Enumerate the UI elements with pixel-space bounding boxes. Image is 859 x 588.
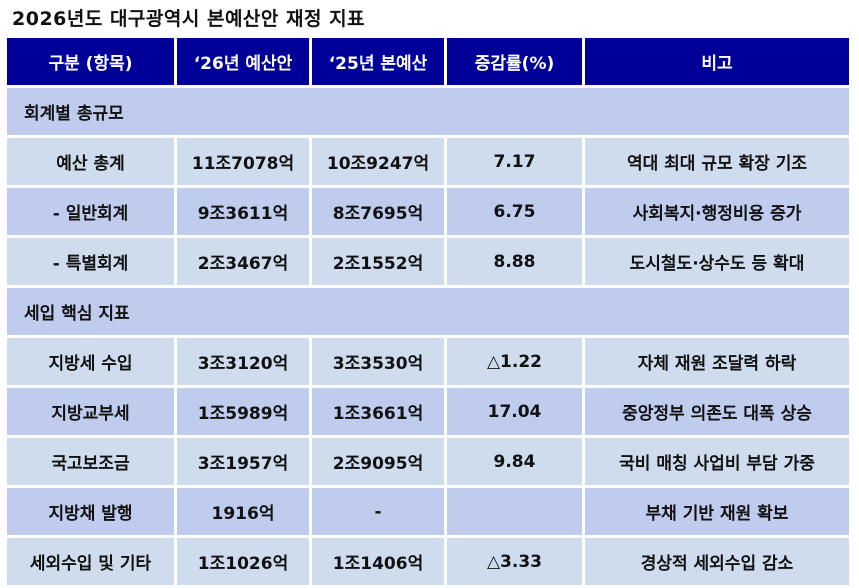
cell-note: 경상적 세외수입 감소 [585, 538, 849, 585]
cell-note: 사회복지·행정비용 증가 [585, 188, 849, 235]
table-row: 예산 총계 11조7078억 10조9247억 7.17 역대 최대 규모 확장 기조 [7, 138, 849, 185]
table-row: 지방세 수입 3조3120억 3조3530억 △1.22 자체 재원 조달력 하락 [7, 338, 849, 385]
cell-2026-budget: 1916억 [177, 488, 309, 535]
cell-note: 자체 재원 조달력 하락 [585, 338, 849, 385]
cell-2025-budget: 1조1406억 [312, 538, 444, 585]
finance-table: 구분 (항목) ‘26년 예산안 ‘25년 본예산 증감률(%) 비고 회계별 … [4, 35, 852, 588]
cell-category: 지방채 발행 [7, 488, 174, 535]
cell-change-rate: 8.88 [447, 238, 582, 285]
header-change-rate: 증감률(%) [447, 38, 582, 85]
cell-2025-budget: 3조3530억 [312, 338, 444, 385]
header-category: 구분 (항목) [7, 38, 174, 85]
cell-note: 중앙정부 의존도 대폭 상승 [585, 388, 849, 435]
cell-change-rate: △1.22 [447, 338, 582, 385]
cell-category: - 특별회계 [7, 238, 174, 285]
cell-2026-budget: 11조7078억 [177, 138, 309, 185]
section-row: 세입 핵심 지표 [7, 288, 849, 335]
header-2026-budget: ‘26년 예산안 [177, 38, 309, 85]
table-row: 지방교부세 1조5989억 1조3661억 17.04 중앙정부 의존도 대폭 상승 [7, 388, 849, 435]
cell-note: 국비 매칭 사업비 부담 가중 [585, 438, 849, 485]
cell-category: 예산 총계 [7, 138, 174, 185]
cell-change-rate [447, 488, 582, 535]
cell-2025-budget: 2조9095억 [312, 438, 444, 485]
table-row: 국고보조금 3조1957억 2조9095억 9.84 국비 매칭 사업비 부담 가중 [7, 438, 849, 485]
cell-2025-budget: 10조9247억 [312, 138, 444, 185]
cell-2025-budget: 2조1552억 [312, 238, 444, 285]
table-row: 지방채 발행 1916억 - 부채 기반 재원 확보 [7, 488, 849, 535]
cell-note: 부채 기반 재원 확보 [585, 488, 849, 535]
cell-2026-budget: 3조3120억 [177, 338, 309, 385]
cell-2026-budget: 1조1026억 [177, 538, 309, 585]
table-body: 회계별 총규모 예산 총계 11조7078억 10조9247억 7.17 역대 최대 규모… [7, 88, 849, 585]
cell-change-rate: 6.75 [447, 188, 582, 235]
header-2025-budget: ‘25년 본예산 [312, 38, 444, 85]
cell-2026-budget: 2조3467억 [177, 238, 309, 285]
cell-category: 세외수입 및 기타 [7, 538, 174, 585]
cell-2026-budget: 3조1957억 [177, 438, 309, 485]
cell-change-rate: 7.17 [447, 138, 582, 185]
page-title: 2026년도 대구광역시 본예산안 재정 지표 [12, 8, 366, 30]
table-row: 세외수입 및 기타 1조1026억 1조1406억 △3.33 경상적 세외수입 감소 [7, 538, 849, 585]
table-row: - 특별회계 2조3467억 2조1552억 8.88 도시철도·상수도 등 확대 [7, 238, 849, 285]
cell-2025-budget: 1조3661억 [312, 388, 444, 435]
cell-category: 지방세 수입 [7, 338, 174, 385]
cell-note: 도시철도·상수도 등 확대 [585, 238, 849, 285]
section-label: 세입 핵심 지표 [7, 288, 849, 335]
header-note: 비고 [585, 38, 849, 85]
cell-category: - 일반회계 [7, 188, 174, 235]
cell-2026-budget: 9조3611억 [177, 188, 309, 235]
cell-category: 지방교부세 [7, 388, 174, 435]
cell-change-rate: 9.84 [447, 438, 582, 485]
cell-change-rate: 17.04 [447, 388, 582, 435]
cell-category: 국고보조금 [7, 438, 174, 485]
table-row: - 일반회계 9조3611억 8조7695억 6.75 사회복지·행정비용 증가 [7, 188, 849, 235]
table-header-row: 구분 (항목) ‘26년 예산안 ‘25년 본예산 증감률(%) 비고 [7, 38, 849, 85]
cell-note: 역대 최대 규모 확장 기조 [585, 138, 849, 185]
cell-2025-budget: - [312, 488, 444, 535]
cell-change-rate: △3.33 [447, 538, 582, 585]
section-row: 회계별 총규모 [7, 88, 849, 135]
cell-2026-budget: 1조5989억 [177, 388, 309, 435]
section-label: 회계별 총규모 [7, 88, 849, 135]
cell-2025-budget: 8조7695억 [312, 188, 444, 235]
